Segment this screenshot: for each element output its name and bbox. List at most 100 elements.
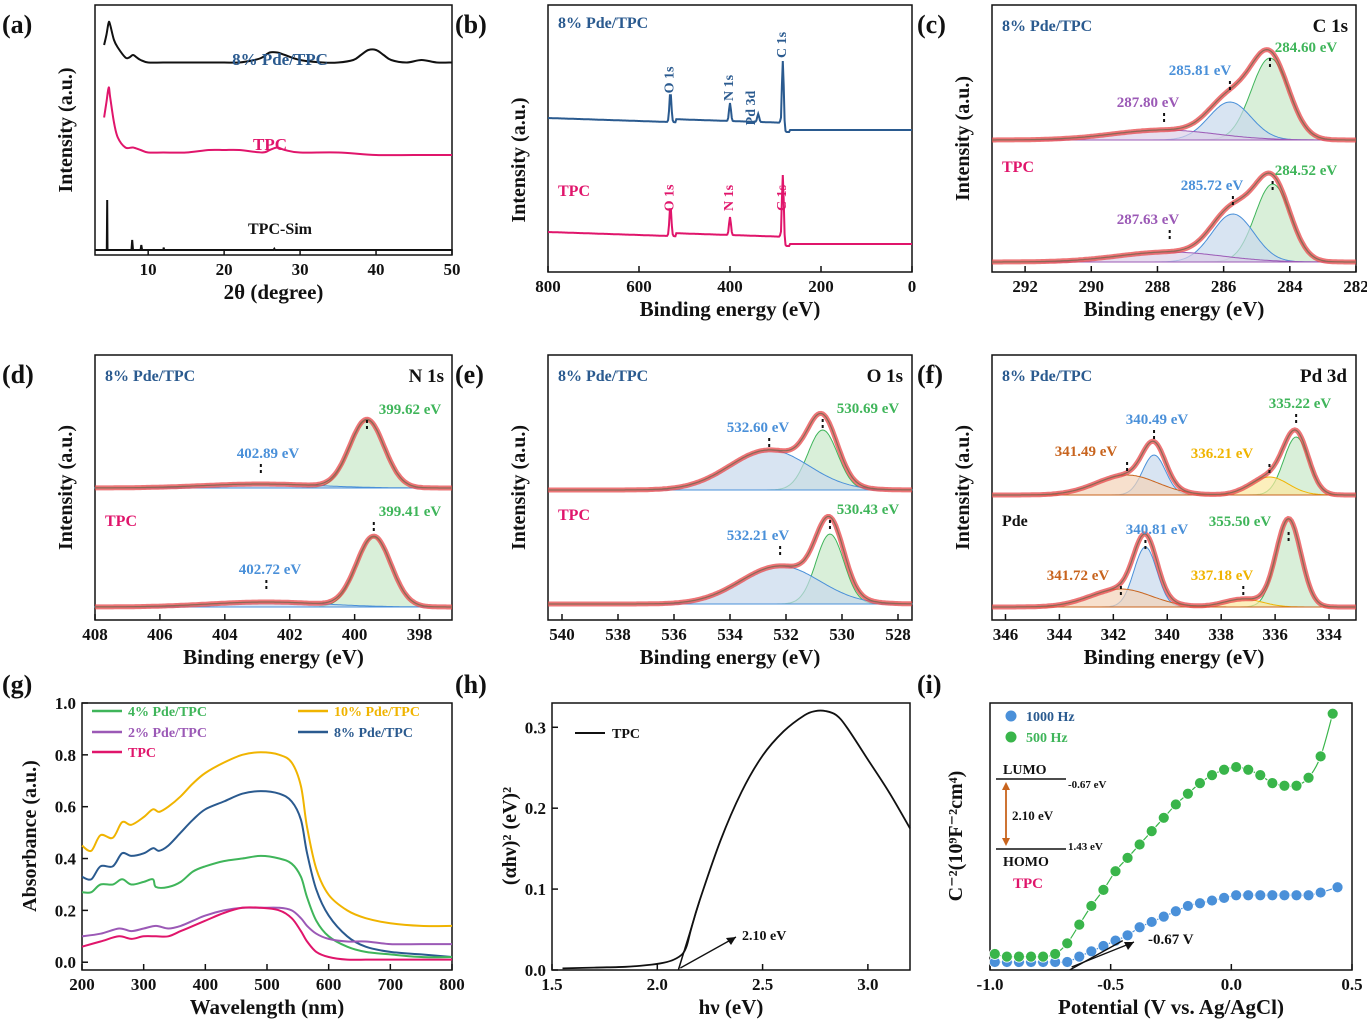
panel-b-spectrum [548,174,912,247]
panel-h-tangent [677,901,701,971]
panel-f-xtick-label: 334 [1316,625,1342,644]
panel-f-xtick-label: 344 [1047,625,1073,644]
panel-c-sample-label: TPC [1002,159,1034,176]
panel-e-peak-label: 532.60 eV [727,420,790,436]
panel-f-xlabel: Binding energy (eV) [1084,645,1265,669]
panel-i-gap-arrowhead [1002,838,1010,846]
panel-i-point [1061,937,1074,950]
panel-d-xtick-label: 398 [407,625,433,644]
panel-g-xtick-label: 800 [439,975,465,994]
panel-i-point [1121,851,1134,864]
panel-f-xtick-label: 342 [1101,625,1127,644]
panel-d-ylabel: Intensity (a.u.) [55,425,77,550]
panel-b-xlabel: Binding energy (eV) [640,297,821,321]
panel-f-peak-label: 340.49 eV [1126,412,1189,428]
panel-a-xtick-label: 30 [292,260,309,279]
panel-h-ytick-label: 0.3 [525,718,546,737]
panel-i-point [1218,892,1230,904]
panel-i-point [1037,950,1049,963]
panel-f-peak-label: 355.50 eV [1209,514,1272,530]
panel-h-arrowhead [726,937,736,945]
panel-g-legend-label: 2% Pde/TPC [128,726,207,741]
panel-b-peak-label: Pd 3d [744,90,759,125]
panel-i-point [1085,945,1098,958]
panel-h-ytick-label: 0.1 [525,880,546,899]
panel-d-title: N 1s [409,366,444,387]
panel-g-ytick-label: 0.6 [55,798,76,817]
panel-i-point [1230,889,1243,902]
panel-i-point [1061,956,1074,968]
panel-i-point [1133,838,1146,851]
panel-e-peak-label: 530.43 eV [837,502,900,518]
panel-e-envelope [548,515,913,605]
panel-f-envelope [992,517,1356,608]
panel-e-sample-label: TPC [558,507,590,524]
panel-i-point [1290,779,1303,792]
panel-h-ytick-label: 0.0 [525,961,546,980]
panel-c-peak-label: 287.80 eV [1117,95,1180,111]
panel-i-point [1097,884,1110,896]
panel-label-b: (b) [455,10,487,39]
panel-g-xlabel: Wavelength (nm) [190,995,345,1019]
panel-e-xtick-label: 538 [605,625,631,644]
panel-c-sample-label: 8% Pde/TPC [1002,18,1092,35]
panel-d-peak-label: 399.62 eV [379,402,442,418]
panel-c-xtick-label: 288 [1145,277,1171,296]
panel-f-frame [991,354,1357,621]
panel-i-point [1314,886,1327,899]
panel-a-xlabel: 2θ (degree) [224,280,324,304]
panel-b-peak-label: O 1s [662,184,677,211]
panel-i-point [1133,921,1146,934]
panel-i-point [1085,900,1098,912]
panel-a-ylabel: Intensity (a.u.) [55,67,77,192]
panel-d-xtick-label: 400 [342,625,368,644]
panel-i-point [1302,889,1315,902]
panel-i-legend-marker [1005,710,1017,722]
panel-f-ylabel: Intensity (a.u.) [952,425,974,550]
panel-c-peak-label: 284.60 eV [1275,40,1338,56]
panel-i-point [1218,763,1230,776]
panel-b-peak-label: O 1s [662,66,677,93]
panel-b-xtick-label: 400 [717,277,743,296]
panel-f-envelope [992,429,1356,496]
panel-c-xtick-label: 292 [1012,277,1038,296]
panel-label-c: (c) [917,10,946,39]
panel-h-xtick-label: 3.0 [857,975,878,994]
panel-d-xlabel: Binding energy (eV) [183,645,364,669]
panel-e-envelope [548,412,912,491]
panel-i-point [1194,897,1206,910]
panel-d-sample-label: TPC [105,513,137,530]
panel-h-annotation: 2.10 eV [742,929,786,944]
panel-f-peak-label: 335.22 eV [1269,396,1332,412]
panel-h-legend-label: TPC [612,727,640,742]
panel-g-series-line [81,854,453,959]
panel-b-ylabel: Intensity (a.u.) [508,97,530,222]
panel-g-series-line [81,906,452,961]
panel-e-peak-label: 532.21 eV [727,528,790,544]
panel-label-g: (g) [2,670,32,699]
panel-i-gap-label: 2.10 eV [1012,808,1054,823]
panel-a-series-label: 8% Pde/TPC [232,50,328,69]
panel-i-lumo-label: LUMO [1003,763,1047,778]
panel-g-xtick-label: 400 [193,975,219,994]
panel-c-ylabel: Intensity (a.u.) [952,76,974,201]
panel-f-xtick-label: 338 [1208,625,1234,644]
panel-label-d: (d) [2,360,34,389]
panel-i-arrow [1071,941,1135,968]
panel-c-peak-label: 287.63 eV [1117,212,1180,228]
panel-h-xlabel: hν (eV) [699,995,764,1019]
panel-e-xtick-label: 540 [549,625,575,644]
panel-c-peak-label: 285.81 eV [1169,63,1232,79]
panel-a-series-line [95,199,452,251]
panel-a-xtick-label: 10 [140,260,157,279]
panel-i-point [1194,777,1206,789]
panel-d-sample-label: 8% Pde/TPC [105,368,195,385]
panel-d-xtick-label: 408 [82,625,108,644]
panel-i-point [1157,910,1170,923]
panel-f-title: Pd 3d [1300,366,1347,387]
panel-i-point [1013,950,1025,963]
panel-c-envelope [992,172,1356,263]
panel-b-peak-label: N 1s [722,74,737,101]
panel-g-ytick-label: 0.0 [55,953,76,972]
panel-f-sample-label: Pde [1002,513,1028,530]
